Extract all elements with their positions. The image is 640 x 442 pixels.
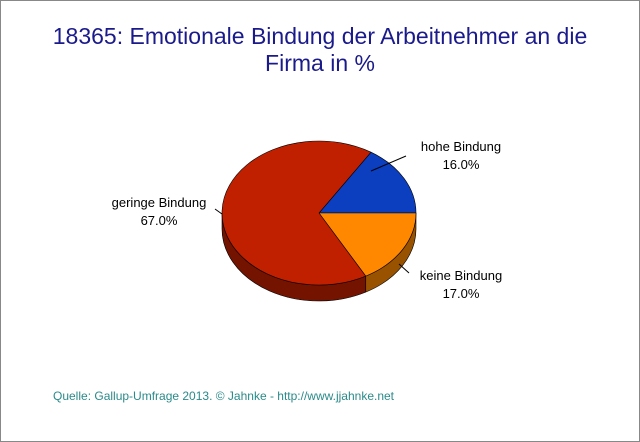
- leader-line: [398, 263, 410, 274]
- slice: [318, 212, 417, 277]
- leader-line: [370, 155, 407, 172]
- leader-line: [214, 208, 223, 215]
- slice: [318, 151, 417, 214]
- slice-value-label: 17.0%: [443, 286, 480, 301]
- slice-label: hohe Bindung: [421, 139, 501, 154]
- slice: [221, 140, 372, 286]
- source-note: Quelle: Gallup-Umfrage 2013. © Jahnke - …: [53, 389, 395, 403]
- slice-label: geringe Bindung: [112, 195, 207, 210]
- slice-value-label: 67.0%: [141, 213, 178, 228]
- slice-value-label: 16.0%: [443, 157, 480, 172]
- slice-label: keine Bindung: [420, 268, 502, 283]
- chart-title: 18365: Emotionale Bindung der Arbeitnehm…: [52, 23, 588, 76]
